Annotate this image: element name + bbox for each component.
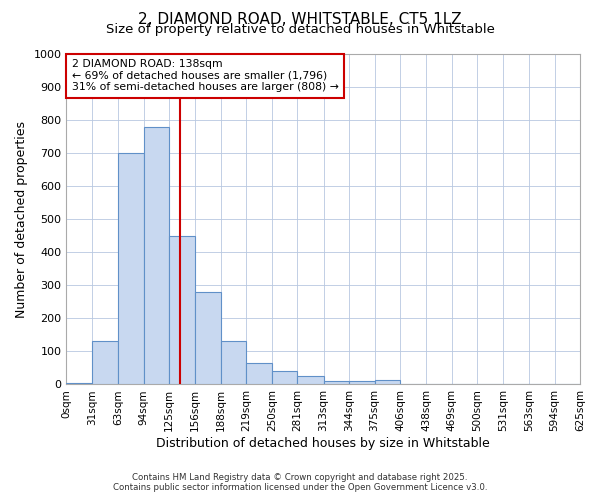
- Text: Size of property relative to detached houses in Whitstable: Size of property relative to detached ho…: [106, 22, 494, 36]
- Text: 2, DIAMOND ROAD, WHITSTABLE, CT5 1LZ: 2, DIAMOND ROAD, WHITSTABLE, CT5 1LZ: [138, 12, 462, 28]
- Bar: [323, 381, 349, 384]
- Bar: [67, 383, 92, 384]
- Bar: [221, 342, 247, 384]
- Bar: [92, 342, 118, 384]
- Bar: [118, 153, 143, 384]
- Bar: [194, 292, 221, 384]
- Bar: [247, 363, 272, 384]
- Y-axis label: Number of detached properties: Number of detached properties: [15, 120, 28, 318]
- Text: Contains HM Land Registry data © Crown copyright and database right 2025.
Contai: Contains HM Land Registry data © Crown c…: [113, 473, 487, 492]
- Bar: [349, 381, 374, 384]
- Bar: [272, 371, 298, 384]
- Bar: [169, 236, 194, 384]
- Bar: [143, 126, 169, 384]
- Bar: [298, 376, 323, 384]
- Bar: [374, 380, 400, 384]
- X-axis label: Distribution of detached houses by size in Whitstable: Distribution of detached houses by size …: [157, 437, 490, 450]
- Text: 2 DIAMOND ROAD: 138sqm
← 69% of detached houses are smaller (1,796)
31% of semi-: 2 DIAMOND ROAD: 138sqm ← 69% of detached…: [71, 59, 338, 92]
